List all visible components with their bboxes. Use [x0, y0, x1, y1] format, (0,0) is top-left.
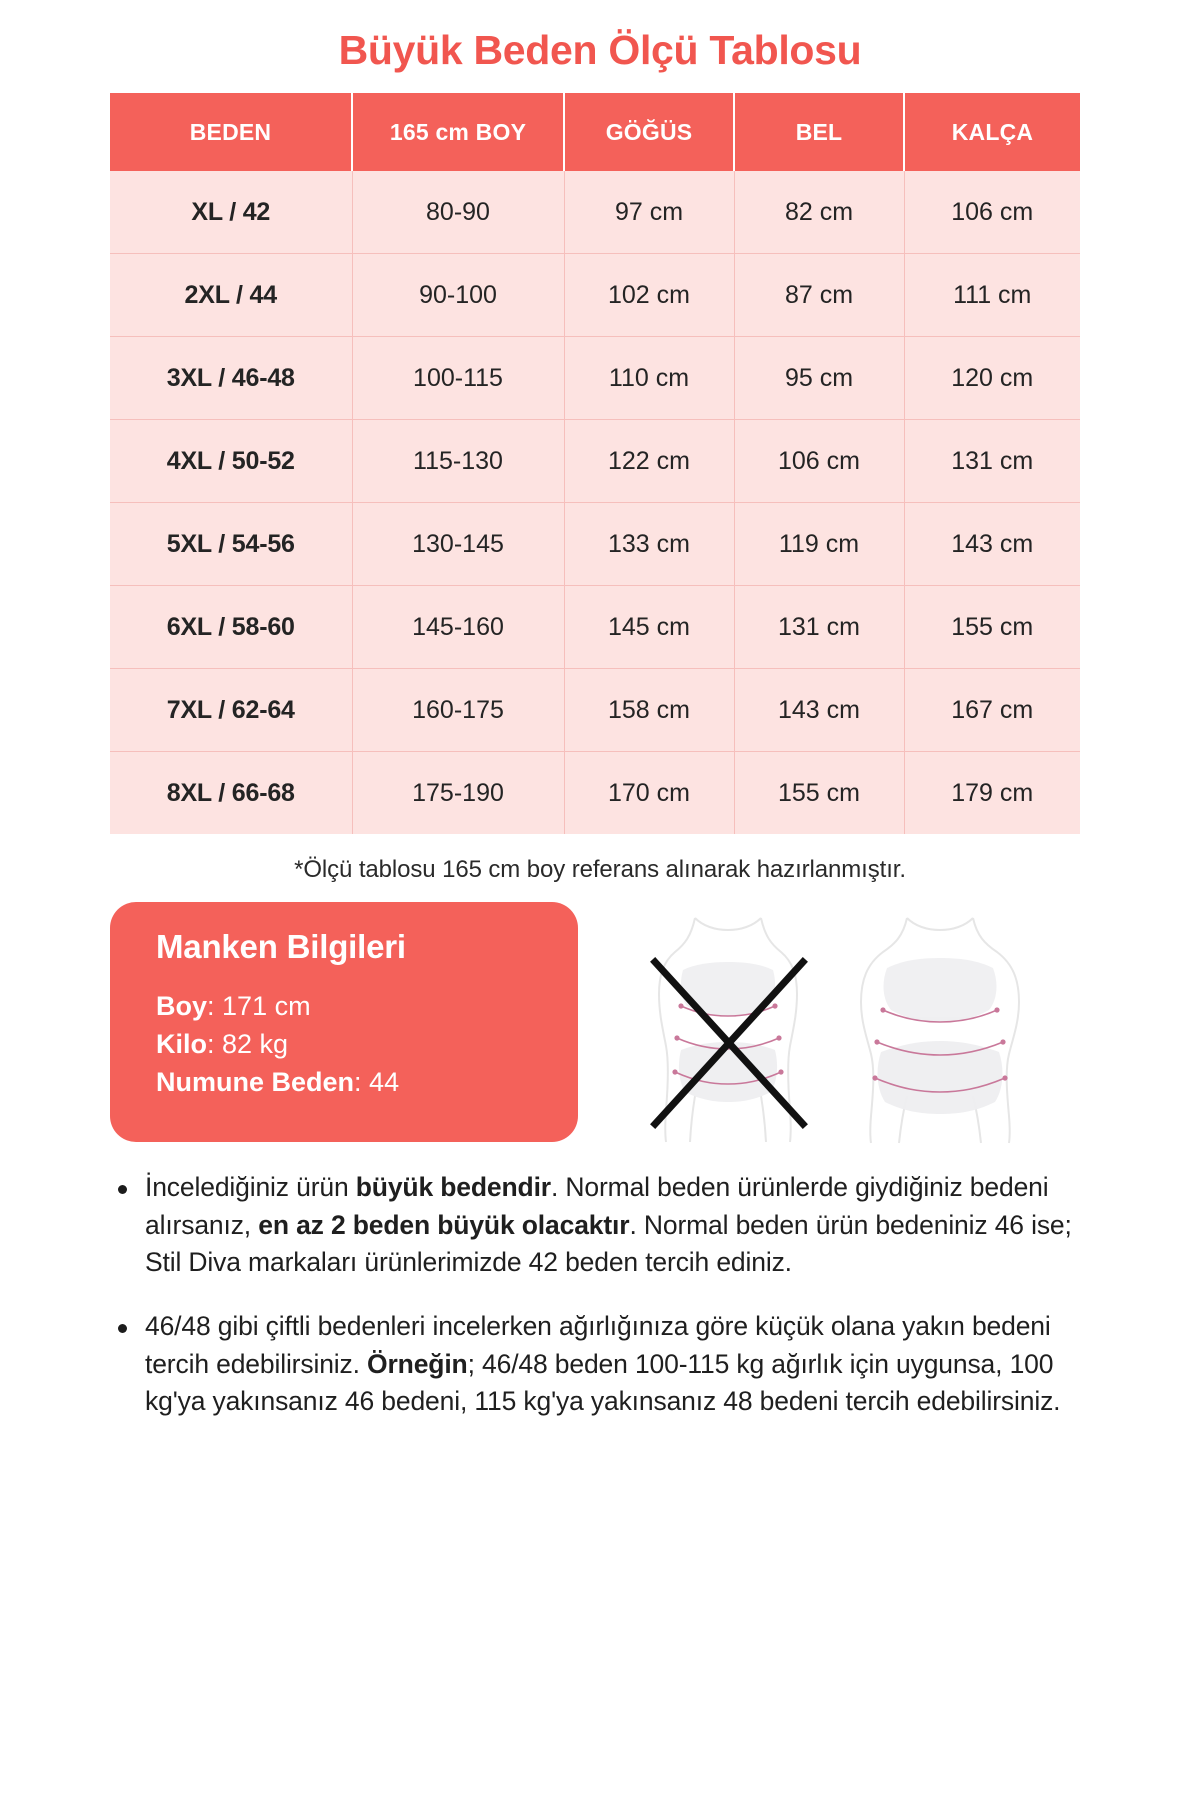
- cell-beden: 2XL / 44: [110, 253, 353, 338]
- size-chart-page: Büyük Beden Ölçü Tablosu BEDEN 165 cm BO…: [70, 0, 1130, 1421]
- cell-beden: 4XL / 50-52: [110, 419, 353, 504]
- notes-list: İncelediğiniz ürün büyük bedendir. Norma…: [110, 1169, 1090, 1421]
- model-info-card: Manken Bilgileri Boy: 171 cm Kilo: 82 kg…: [110, 902, 578, 1143]
- cell-beden: 6XL / 58-60: [110, 585, 353, 670]
- bullet-dot-icon: [118, 1323, 127, 1333]
- model-weight-line: Kilo: 82 kg: [156, 1026, 578, 1064]
- cell-gogus: 122 cm: [564, 419, 735, 504]
- cell-bel: 95 cm: [734, 336, 905, 421]
- table-header: BEDEN 165 cm BOY GÖĞÜS BEL KALÇA: [110, 93, 1080, 172]
- model-info-section: Manken Bilgileri Boy: 171 cm Kilo: 82 kg…: [110, 902, 1090, 1147]
- table-row: 7XL / 62-64 160-175 158 cm 143 cm 167 cm: [110, 668, 1080, 753]
- cell-beden: 7XL / 62-64: [110, 668, 353, 753]
- model-sample-size-line: Numune Beden: 44: [156, 1064, 578, 1102]
- cell-boy: 160-175: [352, 668, 565, 753]
- cell-gogus: 158 cm: [564, 668, 735, 753]
- table-row: 6XL / 58-60 145-160 145 cm 131 cm 155 cm: [110, 585, 1080, 670]
- column-header-bel: BEL: [734, 93, 905, 172]
- cell-gogus: 110 cm: [564, 336, 735, 421]
- cell-kalca: 143 cm: [904, 502, 1080, 587]
- slim-body-figure-crossed-out: [633, 910, 823, 1145]
- size-table-container: BEDEN 165 cm BOY GÖĞÜS BEL KALÇA XL / 42…: [110, 93, 1090, 835]
- cell-kalca: 106 cm: [904, 171, 1080, 255]
- cell-kalca: 167 cm: [904, 668, 1080, 753]
- cell-boy: 115-130: [352, 419, 565, 504]
- column-header-gogus: GÖĞÜS: [564, 93, 735, 172]
- list-item: İncelediğiniz ürün büyük bedendir. Norma…: [110, 1169, 1090, 1282]
- cell-bel: 143 cm: [734, 668, 905, 753]
- table-row: 4XL / 50-52 115-130 122 cm 106 cm 131 cm: [110, 419, 1080, 504]
- cell-boy: 100-115: [352, 336, 565, 421]
- body-figures: [578, 902, 1090, 1145]
- cell-bel: 155 cm: [734, 751, 905, 835]
- cell-boy: 175-190: [352, 751, 565, 835]
- cell-boy: 145-160: [352, 585, 565, 670]
- cell-gogus: 133 cm: [564, 502, 735, 587]
- note-text-1: İncelediğiniz ürün büyük bedendir. Norma…: [145, 1172, 1072, 1278]
- cell-beden: 3XL / 46-48: [110, 336, 353, 421]
- cell-boy: 130-145: [352, 502, 565, 587]
- cell-beden: 8XL / 66-68: [110, 751, 353, 835]
- model-sample-size-label: Numune Beden: [156, 1066, 355, 1097]
- model-height-line: Boy: 171 cm: [156, 988, 578, 1026]
- cell-gogus: 145 cm: [564, 585, 735, 670]
- cell-boy: 90-100: [352, 253, 565, 338]
- model-height-sep: :: [207, 991, 223, 1022]
- model-sample-size-sep: :: [354, 1066, 370, 1097]
- cell-gogus: 170 cm: [564, 751, 735, 835]
- cell-kalca: 111 cm: [904, 253, 1080, 338]
- table-row: 5XL / 54-56 130-145 133 cm 119 cm 143 cm: [110, 502, 1080, 587]
- column-header-kalca: KALÇA: [904, 93, 1080, 172]
- cell-kalca: 179 cm: [904, 751, 1080, 835]
- model-info-heading: Manken Bilgileri: [156, 928, 406, 966]
- model-sample-size-value: 44: [369, 1066, 400, 1097]
- cross-out-x-icon: [650, 957, 808, 1130]
- cell-bel: 119 cm: [734, 502, 905, 587]
- cell-bel: 87 cm: [734, 253, 905, 338]
- column-header-beden: BEDEN: [110, 93, 353, 172]
- cell-boy: 80-90: [352, 171, 565, 255]
- table-header-row: BEDEN 165 cm BOY GÖĞÜS BEL KALÇA: [110, 93, 1080, 172]
- model-height-label: Boy: [156, 991, 208, 1022]
- cell-kalca: 155 cm: [904, 585, 1080, 670]
- model-weight-label: Kilo: [156, 1028, 207, 1059]
- cell-bel: 131 cm: [734, 585, 905, 670]
- list-item: 46/48 gibi çiftli bedenleri incelerken a…: [110, 1308, 1090, 1421]
- cell-gogus: 102 cm: [564, 253, 735, 338]
- table-row: XL / 42 80-90 97 cm 82 cm 106 cm: [110, 171, 1080, 255]
- cell-gogus: 97 cm: [564, 171, 735, 255]
- column-header-boy: 165 cm BOY: [352, 93, 565, 172]
- cell-bel: 82 cm: [734, 171, 905, 255]
- model-weight-value: 82 kg: [222, 1028, 289, 1059]
- table-row: 8XL / 66-68 175-190 170 cm 155 cm 179 cm: [110, 751, 1080, 835]
- cell-bel: 106 cm: [734, 419, 905, 504]
- model-height-value: 171 cm: [222, 991, 311, 1022]
- cell-beden: XL / 42: [110, 171, 353, 255]
- size-chart-table: BEDEN 165 cm BOY GÖĞÜS BEL KALÇA XL / 42…: [110, 93, 1080, 835]
- cell-kalca: 131 cm: [904, 419, 1080, 504]
- table-footnote: *Ölçü tablosu 165 cm boy referans alınar…: [294, 856, 906, 884]
- table-row: 3XL / 46-48 100-115 110 cm 95 cm 120 cm: [110, 336, 1080, 421]
- plus-size-body-figure: [845, 910, 1035, 1145]
- cell-beden: 5XL / 54-56: [110, 502, 353, 587]
- bullet-dot-icon: [118, 1185, 127, 1195]
- note-text-2: 46/48 gibi çiftli bedenleri incelerken a…: [145, 1310, 1061, 1417]
- table-row: 2XL / 44 90-100 102 cm 87 cm 111 cm: [110, 253, 1080, 338]
- table-body: XL / 42 80-90 97 cm 82 cm 106 cm 2XL / 4…: [110, 171, 1080, 835]
- model-weight-sep: :: [207, 1028, 223, 1059]
- cell-kalca: 120 cm: [904, 336, 1080, 421]
- page-title: Büyük Beden Ölçü Tablosu: [338, 27, 862, 73]
